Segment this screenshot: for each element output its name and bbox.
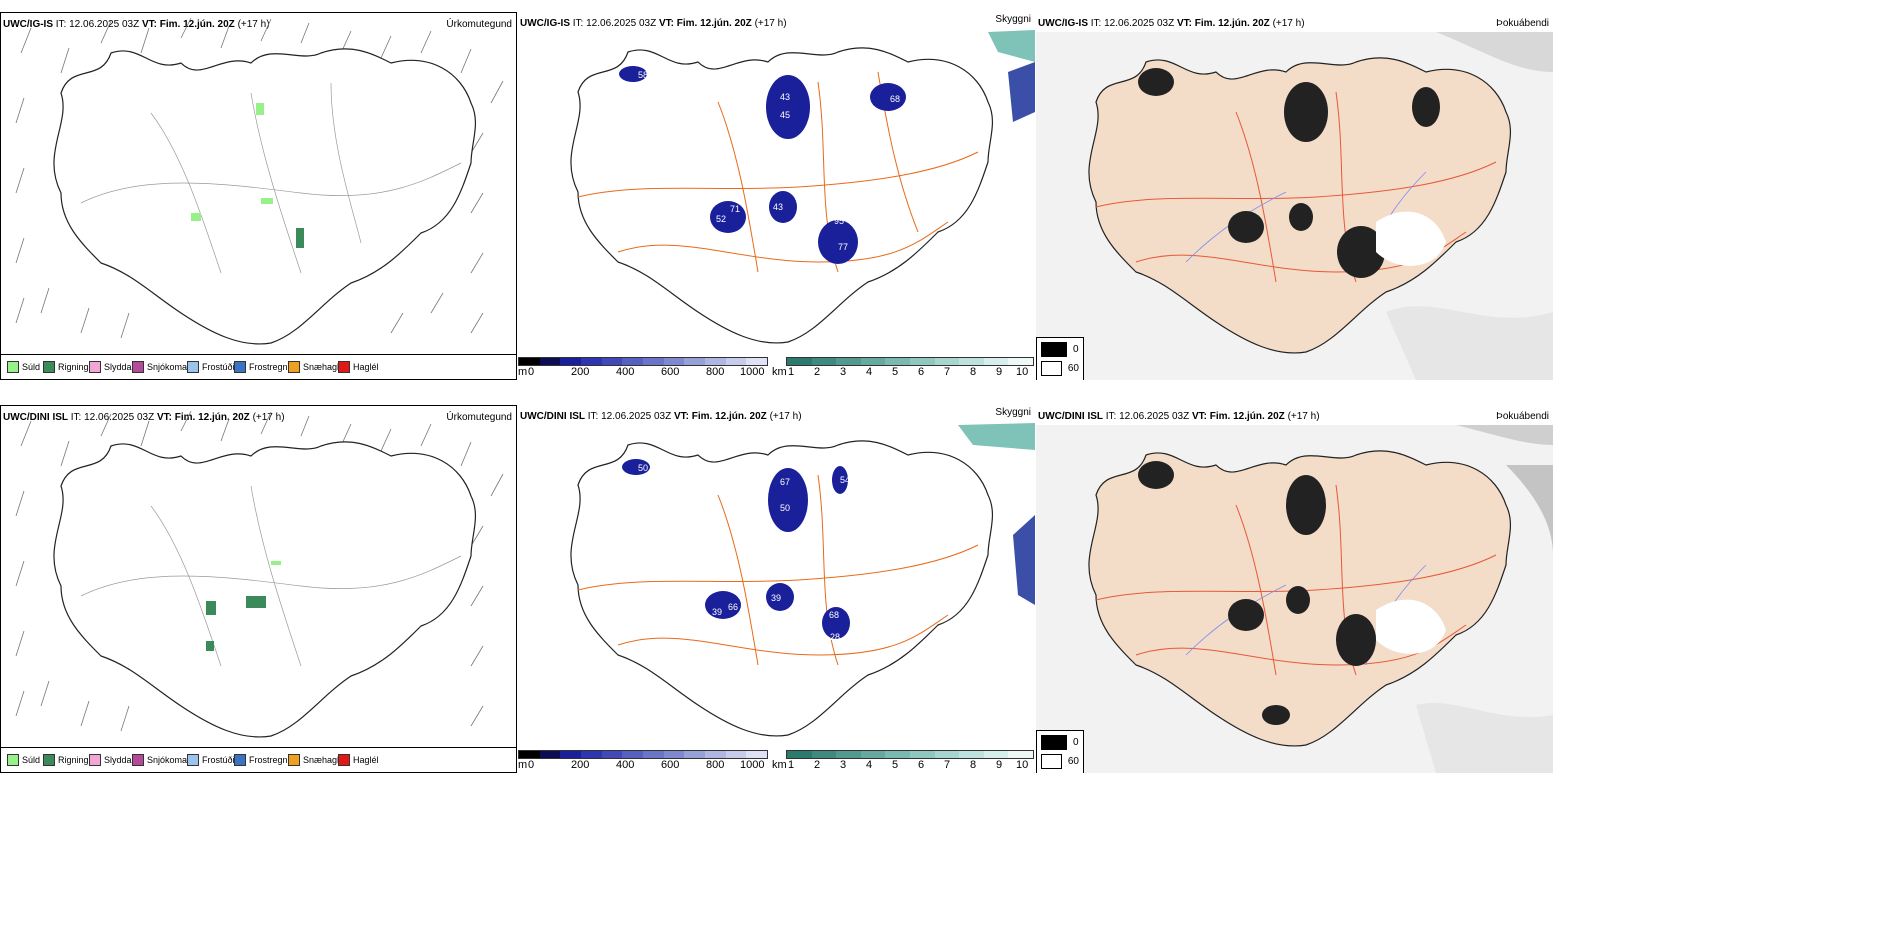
visibility-colorbar xyxy=(786,750,1034,759)
panel-header: UWC/IG-IS IT: 12.06.2025 03Z VT: Fim. 12… xyxy=(520,18,787,29)
visibility-scale-labels: km 1 2 3 4 5 6 7 8 9 10 xyxy=(772,759,1029,771)
cloud-panel-row1: UWC/IG-IS IT: 12.06.2025 03Z VT: Fim. 12… xyxy=(518,12,1035,380)
panel-header: UWC/IG-IS IT: 12.06.2025 03Z VT: Fim. 12… xyxy=(1038,18,1305,29)
peak-label: 43 xyxy=(780,92,790,102)
panel-title: Þokuábendi xyxy=(1496,411,1549,422)
iceland-coastline xyxy=(53,441,477,738)
precip-legend: Súld Rigning Slydda Snjókoma Frostúði Fr… xyxy=(1,747,516,772)
peak-label: 39 xyxy=(712,607,722,617)
legend-item: Frostúði xyxy=(187,754,235,766)
panel-header: UWC/DINI ISL IT: 12.06.2025 03Z VT: Fim.… xyxy=(520,411,802,422)
fog-legend: 0 60 xyxy=(1036,730,1084,773)
peak-label: 71 xyxy=(730,204,740,214)
precip-patches xyxy=(191,103,304,248)
precip-map xyxy=(15,410,504,738)
peak-label: 53 xyxy=(842,82,852,92)
legend-item: Haglél xyxy=(338,754,379,766)
peak-label: 67 xyxy=(780,477,790,487)
legend-item: Haglél xyxy=(338,361,379,373)
peak-label: 67 xyxy=(890,495,900,505)
panel-title: Þokuábendi xyxy=(1496,18,1549,29)
visibility-scale-labels: km 1 2 3 4 5 6 7 8 9 10 xyxy=(772,366,1029,378)
fog-map xyxy=(1036,32,1553,380)
peak-label: 45 xyxy=(780,110,790,120)
visibility-colorbar xyxy=(786,357,1034,366)
cloud-map: 50 67 50 54 67 39 66 39 68 28 25 xyxy=(570,423,1035,737)
panel-header: UWC/IG-IS IT: 12.06.2025 03Z VT: Fim. 12… xyxy=(3,19,270,30)
fog-patches xyxy=(1138,461,1376,725)
legend-item: Snæhagl xyxy=(288,361,339,373)
peak-label: 50 xyxy=(638,463,648,473)
legend-item: Slydda xyxy=(89,754,132,766)
panel-title: Úrkomutegund xyxy=(446,19,512,30)
panel-header: UWC/DINI ISL IT: 12.06.2025 03Z VT: Fim.… xyxy=(1038,411,1320,422)
height-scale-labels: m 0 200 400 600 800 1000 xyxy=(518,759,765,771)
precip-type-panel-row1: UWC/IG-IS IT: 12.06.2025 03Z VT: Fim. 12… xyxy=(0,12,517,380)
legend-item: Frostregn xyxy=(234,754,288,766)
peak-label: 66 xyxy=(728,602,738,612)
peak-label: 39 xyxy=(771,593,781,603)
peak-label: 16 xyxy=(911,90,921,100)
legend-item: Frostregn xyxy=(234,361,288,373)
precip-patches xyxy=(206,561,281,651)
panel-title: Skyggni xyxy=(995,14,1031,25)
fog-map xyxy=(1036,425,1553,773)
peak-label: 30 xyxy=(938,104,948,114)
legend-item: Snjókoma xyxy=(132,754,187,766)
wind-barbs xyxy=(15,17,504,339)
fog-panel-row1: UWC/IG-IS IT: 12.06.2025 03Z VT: Fim. 12… xyxy=(1036,12,1553,380)
height-colorbar xyxy=(518,357,768,366)
peak-label: 54 xyxy=(840,475,850,485)
terrain-patches xyxy=(619,66,906,264)
peak-label: 25 xyxy=(744,709,754,719)
cloud-panel-row2: UWC/DINI ISL IT: 12.06.2025 03Z VT: Fim.… xyxy=(518,405,1035,773)
height-colorbar xyxy=(518,750,768,759)
peak-label: 28 xyxy=(830,632,840,642)
peak-label: 58 xyxy=(638,70,648,80)
peak-label: 77 xyxy=(838,242,848,252)
fog-panel-row2: UWC/DINI ISL IT: 12.06.2025 03Z VT: Fim.… xyxy=(1036,405,1553,773)
wind-barbs xyxy=(15,410,504,732)
height-scale-labels: m 0 200 400 600 800 1000 xyxy=(518,366,765,378)
panel-title: Úrkomutegund xyxy=(446,412,512,423)
legend-item: Rigning xyxy=(43,754,89,766)
precip-type-panel-row2: UWC/DINI ISL IT: 12.06.2025 03Z VT: Fim.… xyxy=(0,405,517,773)
legend-item: Rigning xyxy=(43,361,89,373)
legend-item: Frostúði xyxy=(187,361,235,373)
peak-label: 31 xyxy=(762,311,772,321)
roads xyxy=(577,474,979,666)
peak-label: 43 xyxy=(773,202,783,212)
legend-item: Súld xyxy=(7,754,40,766)
peak-label: 68 xyxy=(829,610,839,620)
fog-legend: 0 60 xyxy=(1036,337,1084,380)
terrain-patches xyxy=(622,459,850,639)
legend-item: Snjókoma xyxy=(132,361,187,373)
cloud-map: 43 45 58 53 68 16 13 30 52 71 43 95 77 3… xyxy=(570,30,1035,344)
precip-map xyxy=(15,17,504,345)
precip-legend: Súld Rigning Slydda Snjókoma Frostúði Fr… xyxy=(1,354,516,379)
legend-item: Súld xyxy=(7,361,40,373)
peak-label: 50 xyxy=(780,503,790,513)
panel-title: Skyggni xyxy=(995,407,1031,418)
legend-item: Snæhagl xyxy=(288,754,339,766)
legend-item: Slydda xyxy=(89,361,132,373)
peak-label: 13 xyxy=(896,114,906,124)
peak-label: 68 xyxy=(890,94,900,104)
peak-label: 52 xyxy=(716,214,726,224)
peak-label: 95 xyxy=(834,216,844,226)
fog-patches xyxy=(1138,68,1440,278)
iceland-coastline xyxy=(53,48,477,345)
